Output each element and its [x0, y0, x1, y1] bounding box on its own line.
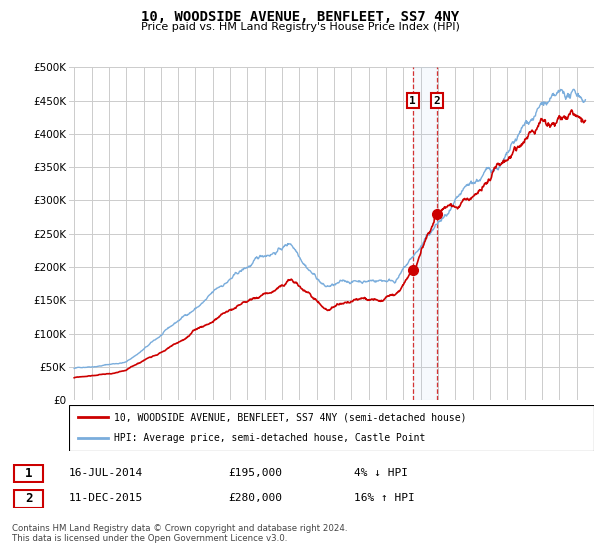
Text: 11-DEC-2015: 11-DEC-2015	[69, 493, 143, 503]
Text: 1: 1	[25, 467, 32, 480]
Text: £280,000: £280,000	[228, 493, 282, 503]
Text: 10, WOODSIDE AVENUE, BENFLEET, SS7 4NY (semi-detached house): 10, WOODSIDE AVENUE, BENFLEET, SS7 4NY (…	[113, 412, 466, 422]
Text: 10, WOODSIDE AVENUE, BENFLEET, SS7 4NY: 10, WOODSIDE AVENUE, BENFLEET, SS7 4NY	[141, 10, 459, 24]
Text: 16-JUL-2014: 16-JUL-2014	[69, 468, 143, 478]
Text: Price paid vs. HM Land Registry's House Price Index (HPI): Price paid vs. HM Land Registry's House …	[140, 22, 460, 32]
Text: Contains HM Land Registry data © Crown copyright and database right 2024.
This d: Contains HM Land Registry data © Crown c…	[12, 524, 347, 543]
Text: 2: 2	[25, 492, 32, 506]
Bar	[413, 67, 437, 400]
Text: £195,000: £195,000	[228, 468, 282, 478]
Text: 2: 2	[434, 96, 440, 105]
Text: 16% ↑ HPI: 16% ↑ HPI	[354, 493, 415, 503]
Text: 1: 1	[409, 96, 416, 105]
Text: HPI: Average price, semi-detached house, Castle Point: HPI: Average price, semi-detached house,…	[113, 433, 425, 444]
Text: 4% ↓ HPI: 4% ↓ HPI	[354, 468, 408, 478]
